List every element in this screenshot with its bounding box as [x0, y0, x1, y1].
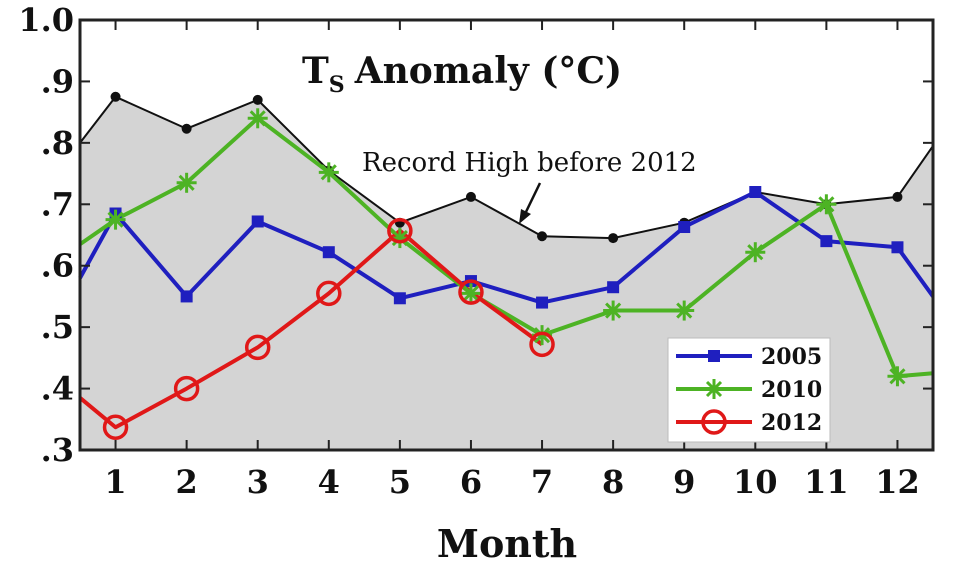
- data-point-2010: [460, 283, 481, 304]
- legend: 2005 2010 2012: [667, 337, 831, 443]
- data-point-2010: [745, 242, 766, 263]
- x-tick-label: 10: [733, 463, 778, 501]
- legend-item-2005: 2005: [676, 344, 822, 370]
- data-point-2012: [102, 414, 129, 441]
- y-tick-label: .7: [41, 185, 74, 223]
- star-marker-stroke: [107, 211, 124, 228]
- x-tick-label: 5: [389, 463, 411, 501]
- data-point-2005: [322, 246, 335, 259]
- record-high-point: [110, 91, 121, 102]
- x-tick-label: 2: [175, 463, 197, 501]
- data-point-2012: [529, 331, 555, 358]
- record-high-point: [892, 191, 903, 202]
- x-tick-label: 9: [673, 463, 695, 501]
- data-point-2005: [820, 235, 833, 248]
- x-tick-label: 3: [247, 463, 269, 501]
- star-marker-stroke: [705, 380, 723, 398]
- x-axis-label: Month: [437, 521, 577, 566]
- y-tick-label: .3: [41, 431, 74, 469]
- data-point-2010: [247, 108, 268, 129]
- legend-marker-2005: [708, 350, 720, 362]
- legend-label: 2010: [761, 377, 822, 403]
- star-marker-stroke: [533, 327, 551, 344]
- record-high-line: [79, 95, 934, 240]
- data-point-2005: [393, 292, 406, 305]
- y-tick-label: .9: [41, 62, 74, 100]
- record-high-point: [181, 123, 192, 134]
- x-tick-label: 11: [804, 463, 849, 501]
- x-tick-label: 7: [531, 463, 553, 501]
- data-point-2010: [603, 300, 624, 321]
- legend-label: 2005: [761, 344, 822, 370]
- x-tick-label: 4: [318, 463, 340, 501]
- plot-frame: [78, 18, 935, 452]
- data-point-2005: [536, 296, 549, 309]
- series-markers: [102, 108, 908, 441]
- title-text: Anomaly (°C): [354, 50, 622, 92]
- legend-marker-2012: [701, 409, 727, 435]
- x-tick-label: 12: [875, 463, 920, 501]
- data-point-2005: [749, 186, 762, 198]
- star-marker-stroke: [320, 164, 337, 181]
- y-tick-label: .8: [41, 124, 74, 162]
- y-tick-label: 1.0: [18, 1, 74, 39]
- data-point-2010: [674, 300, 695, 321]
- series-lines: [78, 116, 935, 430]
- annotation-arrow-shaft: [522, 182, 542, 217]
- data-point-2012: [458, 279, 484, 305]
- star-marker-stroke: [391, 230, 408, 247]
- x-tick-label: 6: [460, 463, 482, 501]
- star-marker-stroke: [178, 174, 195, 191]
- star-marker-stroke: [818, 196, 835, 213]
- star-marker-stroke: [747, 244, 764, 261]
- legend-item-2012: 2012: [676, 409, 822, 436]
- x-tick-label: 1: [104, 463, 126, 501]
- record-high-point: [537, 231, 548, 242]
- record-high-point: [252, 94, 263, 105]
- data-point-2010: [816, 194, 837, 215]
- data-point-2010: [176, 172, 197, 193]
- annotation-arrowhead: [519, 209, 531, 224]
- legend-label: 2012: [761, 410, 822, 436]
- y-tick-label: .4: [41, 370, 74, 408]
- star-marker-stroke: [249, 110, 266, 127]
- record-high-point: [608, 233, 619, 244]
- legend-items: 2005 2010 2012: [676, 344, 822, 436]
- record-high-annotation: Record High before 2012: [362, 148, 697, 178]
- star-marker-stroke: [605, 302, 622, 319]
- data-point-2012: [387, 217, 413, 244]
- data-point-2005: [891, 241, 904, 254]
- y-tick-label: .6: [41, 247, 74, 285]
- series-line-2010: [78, 116, 934, 379]
- series-line-2005: [78, 190, 935, 305]
- data-point-2005: [678, 221, 691, 234]
- star-marker-stroke: [889, 368, 906, 385]
- star-marker-stroke: [462, 285, 480, 302]
- data-point-2012: [316, 280, 342, 307]
- data-point-2005: [180, 290, 193, 303]
- data-point-2010: [887, 366, 908, 387]
- legend-item-2010: 2010: [676, 377, 822, 403]
- data-point-2010: [105, 209, 126, 230]
- data-point-2012: [173, 375, 200, 402]
- record-high-point: [465, 191, 476, 202]
- data-point-2005: [607, 281, 620, 294]
- legend-marker-2010: [704, 379, 724, 399]
- title-subscript: S: [329, 72, 345, 98]
- axis-ticks: .3.4.5.6.7.8.91.01 2 3 4 5 6 7 8 9 10 11 12: [18, 1, 933, 501]
- chart-title: TS Anomaly (°C): [302, 50, 622, 98]
- data-point-2012: [244, 334, 271, 361]
- star-marker-stroke: [676, 302, 693, 319]
- y-tick-label: .5: [41, 308, 74, 346]
- data-point-2010: [318, 162, 339, 183]
- title-symbol: T: [302, 50, 329, 92]
- series-line-2012: [78, 228, 544, 430]
- data-point-2005: [251, 215, 264, 228]
- x-tick-label: 8: [602, 463, 624, 501]
